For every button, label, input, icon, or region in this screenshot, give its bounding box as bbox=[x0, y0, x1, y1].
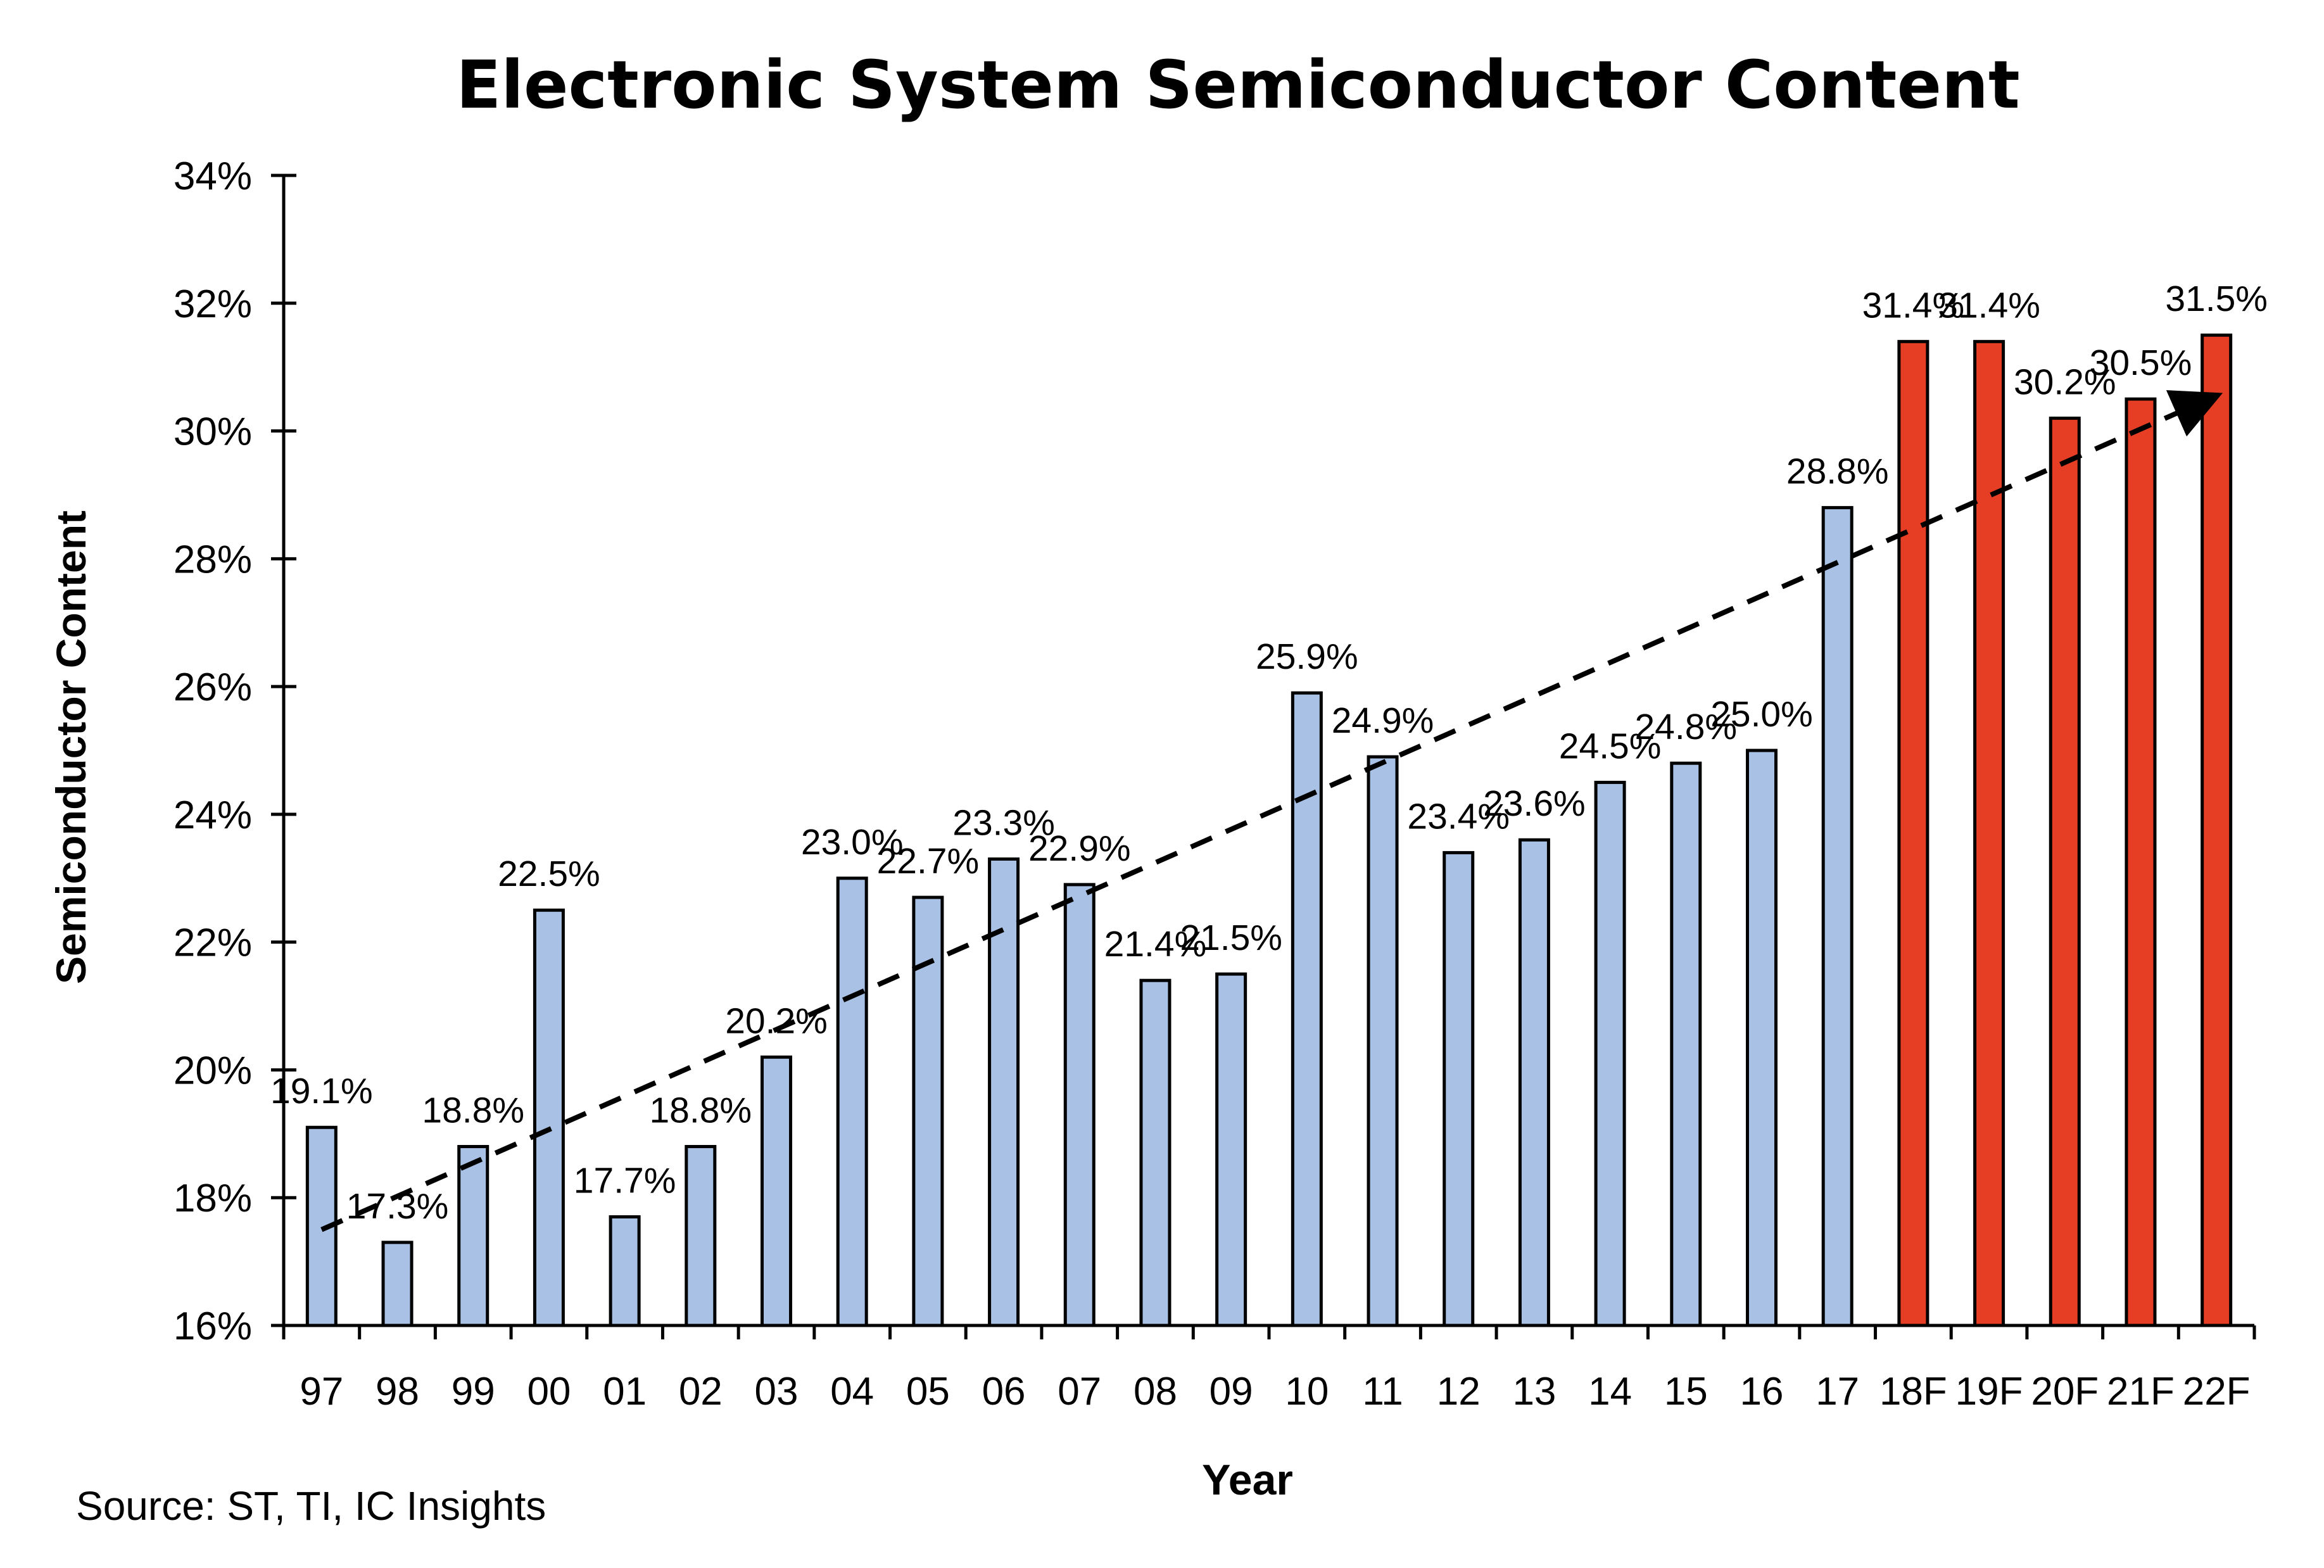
x-tick-label: 14 bbox=[1588, 1370, 1632, 1413]
bar bbox=[1594, 780, 1626, 1327]
x-tick-label: 19F bbox=[1955, 1370, 2023, 1413]
data-label: 18.8% bbox=[649, 1091, 752, 1131]
x-tick-label: 20F bbox=[2031, 1370, 2099, 1413]
forecast-bar bbox=[1897, 339, 1929, 1327]
x-tick-label: 10 bbox=[1285, 1370, 1329, 1413]
bar bbox=[1139, 978, 1171, 1327]
data-label: 23.6% bbox=[1483, 783, 1586, 824]
data-label: 31.5% bbox=[2165, 279, 2268, 319]
y-tick-label: 34% bbox=[174, 155, 252, 198]
plot-area: 16% 18% 20% 22% 24% 26% 28% 30% 32% 34% 97 98 99 00 01… bbox=[174, 155, 2268, 1413]
forecast-bar bbox=[2049, 416, 2081, 1327]
x-tick-label: 17 bbox=[1816, 1370, 1859, 1413]
data-label: 23.3% bbox=[952, 803, 1055, 844]
bar bbox=[1518, 838, 1550, 1327]
bar bbox=[457, 1145, 489, 1327]
data-label: 22.9% bbox=[1028, 828, 1131, 869]
x-tick-label: 03 bbox=[755, 1370, 799, 1413]
y-axis-title: Semiconductor Content bbox=[47, 510, 94, 984]
x-tick-label: 05 bbox=[906, 1370, 950, 1413]
data-label: 17.3% bbox=[346, 1186, 449, 1227]
bar bbox=[1670, 761, 1702, 1327]
x-tick-label: 18F bbox=[1879, 1370, 1947, 1413]
x-tick-label: 07 bbox=[1058, 1370, 1101, 1413]
data-label: 30.2% bbox=[2014, 362, 2116, 402]
x-tick-label: 06 bbox=[982, 1370, 1026, 1413]
y-tick-label: 18% bbox=[174, 1177, 252, 1220]
forecast-bar bbox=[1973, 339, 2005, 1327]
x-axis-title: Year bbox=[1202, 1456, 1293, 1504]
bar bbox=[1367, 755, 1399, 1327]
x-tick-label: 11 bbox=[1362, 1370, 1403, 1413]
x-tick-label: 99 bbox=[452, 1370, 495, 1413]
source-note: Source: ST, TI, IC Insights bbox=[76, 1483, 546, 1529]
forecast-bar bbox=[2125, 397, 2157, 1327]
x-tick-label: 08 bbox=[1134, 1370, 1177, 1413]
trend-line bbox=[320, 390, 2223, 1232]
data-label: 25.9% bbox=[1256, 636, 1358, 677]
data-label: 21.4% bbox=[1104, 924, 1207, 964]
data-label: 28.8% bbox=[1786, 452, 1889, 492]
x-tick-label: 98 bbox=[376, 1370, 419, 1413]
data-label: 23.0% bbox=[801, 822, 904, 863]
bar bbox=[305, 1125, 338, 1327]
x-tick-label: 13 bbox=[1512, 1370, 1556, 1413]
data-label: 31.4% bbox=[1938, 285, 2040, 326]
bar bbox=[988, 857, 1020, 1327]
x-tick-label: 00 bbox=[527, 1370, 571, 1413]
bar bbox=[836, 876, 868, 1327]
data-label: 22.7% bbox=[877, 841, 980, 882]
y-tick-label: 20% bbox=[174, 1049, 252, 1092]
data-label: 22.5% bbox=[498, 854, 600, 894]
data-label: 23.4% bbox=[1407, 796, 1510, 837]
data-label: 18.8% bbox=[422, 1091, 524, 1131]
bar bbox=[1443, 850, 1475, 1327]
data-label: 24.5% bbox=[1559, 726, 1662, 766]
data-label: 21.5% bbox=[1180, 918, 1282, 958]
y-tick-label: 30% bbox=[174, 410, 252, 454]
data-label: 25.0% bbox=[1710, 694, 1813, 735]
bar bbox=[381, 1241, 414, 1327]
x-tick-label: 02 bbox=[679, 1370, 723, 1413]
y-tick-label: 16% bbox=[174, 1305, 252, 1348]
bar bbox=[1821, 506, 1854, 1327]
y-tick-label: 28% bbox=[174, 538, 252, 581]
bar bbox=[609, 1215, 641, 1327]
data-label: 20.2% bbox=[725, 1001, 828, 1041]
bar bbox=[761, 1055, 792, 1327]
bar bbox=[533, 908, 565, 1327]
bar bbox=[1063, 883, 1096, 1327]
bar bbox=[1215, 972, 1247, 1327]
x-tick-label: 04 bbox=[830, 1370, 874, 1413]
data-label: 24.9% bbox=[1332, 700, 1434, 741]
x-tick-label: 97 bbox=[300, 1370, 343, 1413]
data-label: 24.8% bbox=[1634, 707, 1737, 747]
bar bbox=[1291, 691, 1323, 1327]
forecast-bar bbox=[2201, 333, 2233, 1327]
x-tick-label: 15 bbox=[1664, 1370, 1708, 1413]
x-tick-label: 22F bbox=[2183, 1370, 2251, 1413]
y-tick-label: 24% bbox=[174, 793, 252, 837]
data-label: 17.7% bbox=[574, 1160, 676, 1201]
bar bbox=[685, 1145, 717, 1327]
data-label: 19.1% bbox=[270, 1071, 373, 1111]
data-label: 30.5% bbox=[2090, 343, 2192, 383]
x-tick-label: 12 bbox=[1437, 1370, 1481, 1413]
y-tick-label: 32% bbox=[174, 282, 252, 326]
y-tick-label: 22% bbox=[174, 921, 252, 965]
data-label: 31.4% bbox=[1862, 285, 1965, 326]
y-tick-label: 26% bbox=[174, 666, 252, 709]
chart-title: Electronic System Semiconductor Content bbox=[456, 46, 2020, 123]
x-tick-label: 09 bbox=[1209, 1370, 1253, 1413]
x-tick-label: 21F bbox=[2107, 1370, 2175, 1413]
x-tick-label: 16 bbox=[1740, 1370, 1784, 1413]
bar bbox=[1746, 749, 1778, 1327]
x-tick-label: 01 bbox=[603, 1370, 647, 1413]
